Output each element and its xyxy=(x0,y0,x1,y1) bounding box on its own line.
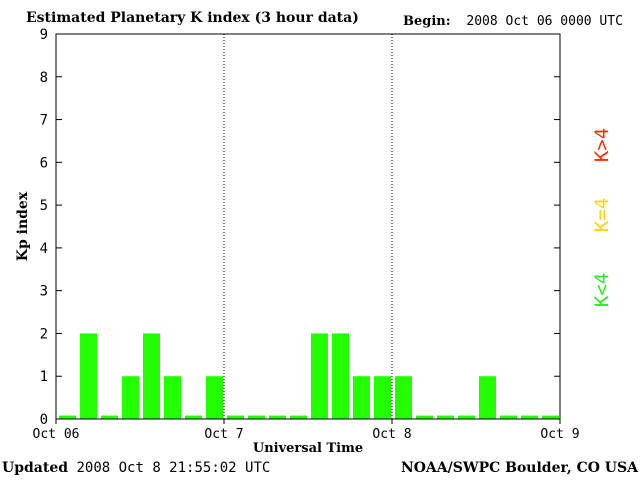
kp-bar xyxy=(332,333,349,419)
kp-bar xyxy=(458,415,475,419)
kp-bar xyxy=(521,415,538,419)
kp-bar xyxy=(122,376,139,419)
x-tick-label: Oct 7 xyxy=(204,427,243,442)
x-tick-label: Oct 06 xyxy=(33,427,80,442)
day-separators xyxy=(223,34,393,419)
kp-bar xyxy=(542,415,559,419)
footer-org: NOAA/SWPC Boulder, CO USA xyxy=(400,460,638,476)
chart-title: Estimated Planetary K index (3 hour data… xyxy=(26,10,359,26)
legend-item-label: K<4 xyxy=(591,273,613,307)
kp-bar xyxy=(206,376,223,419)
kp-bar xyxy=(227,415,244,419)
x-tick-label: Oct 8 xyxy=(372,427,411,442)
y-tick-label: 4 xyxy=(40,241,48,257)
y-tick-label: 7 xyxy=(40,113,48,129)
kp-bar xyxy=(437,415,454,419)
y-tick-label: 8 xyxy=(40,70,48,86)
kp-bar xyxy=(290,415,307,419)
kp-bar xyxy=(248,415,265,419)
y-axis-label: Kp index xyxy=(15,191,31,261)
kp-bar xyxy=(164,376,181,419)
kp-bar xyxy=(80,333,97,419)
legend-item-label: K=4 xyxy=(591,198,613,232)
y-tick-label: 0 xyxy=(40,412,48,428)
legend-item-label: K>4 xyxy=(591,128,613,162)
plot-frame xyxy=(55,33,561,420)
x-tick-label: Oct 9 xyxy=(540,427,579,442)
kp-bar xyxy=(143,333,160,419)
y-tick-label: 6 xyxy=(40,155,48,171)
kp-bar xyxy=(59,415,76,419)
y-tick-label: 9 xyxy=(40,27,48,43)
y-tick-label: 5 xyxy=(40,198,48,214)
kp-bar xyxy=(311,333,328,419)
kp-bar xyxy=(101,415,118,419)
y-ticks: 0 1 2 3 4 5 6 7 8 9 xyxy=(40,27,560,428)
kp-bar xyxy=(416,415,433,419)
kp-bar xyxy=(269,415,286,419)
begin-block: Begin: 2008 Oct 06 0000 UTC xyxy=(403,14,623,29)
y-tick-label: 1 xyxy=(40,369,48,385)
kp-bar xyxy=(500,415,517,419)
y-tick-label: 2 xyxy=(40,326,48,342)
begin-value: 2008 Oct 06 0000 UTC xyxy=(466,14,623,29)
bars-group xyxy=(59,333,559,419)
kp-bar xyxy=(353,376,370,419)
footer-updated: Updated 2008 Oct 8 21:55:02 UTC xyxy=(2,460,270,476)
x-ticks: Oct 06 Oct 7 Oct 8 Oct 9 xyxy=(33,419,580,442)
kp-bar xyxy=(185,415,202,419)
kp-bar xyxy=(374,376,391,419)
kp-bar xyxy=(395,376,412,419)
kp-bar xyxy=(479,376,496,419)
y-tick-label: 3 xyxy=(40,284,48,300)
begin-label: Begin: xyxy=(403,14,451,29)
x-axis-label: Universal Time xyxy=(253,441,363,456)
updated-label: Updated xyxy=(2,460,69,476)
updated-value: 2008 Oct 8 21:55:02 UTC xyxy=(76,460,271,476)
legend: K>4 K=4 K<4 xyxy=(591,128,613,307)
